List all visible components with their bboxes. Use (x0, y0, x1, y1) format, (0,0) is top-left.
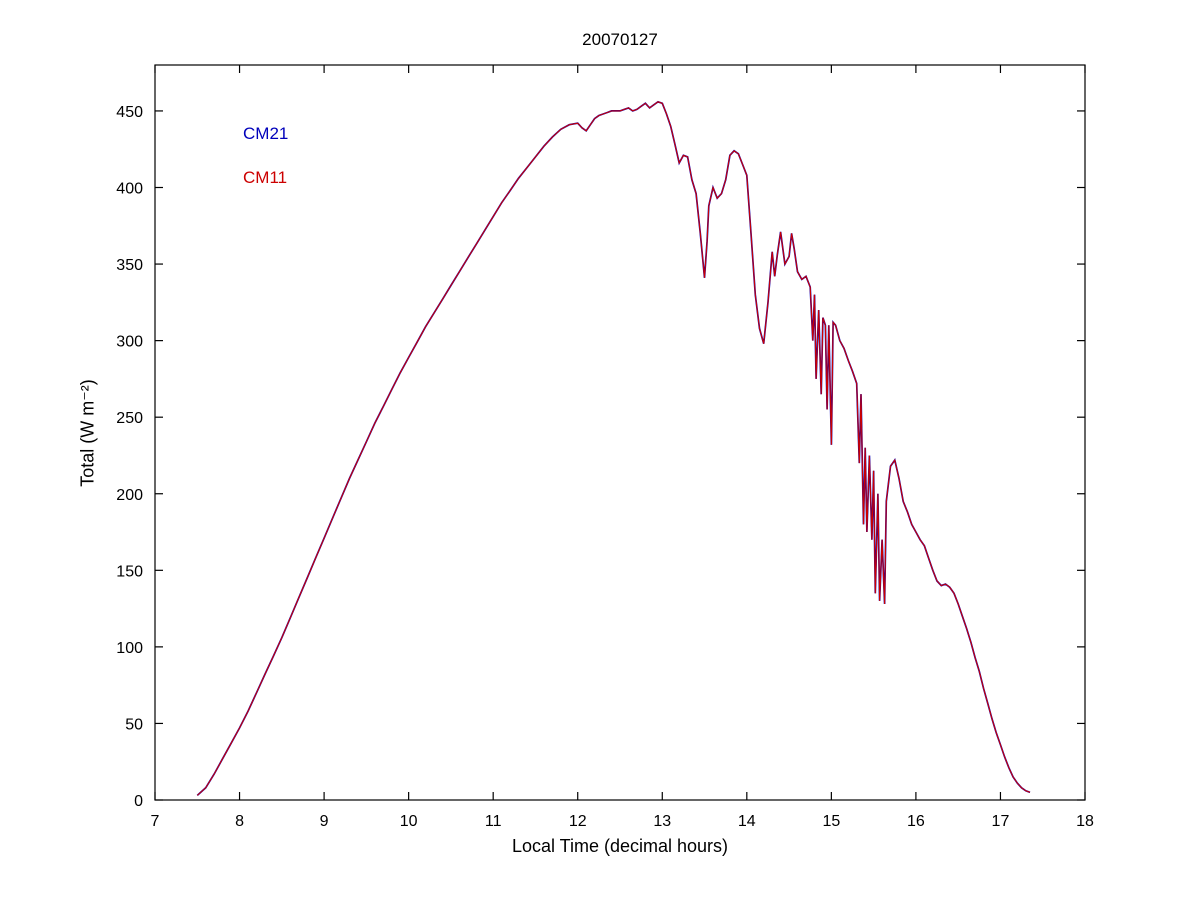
x-tick-label: 8 (235, 813, 244, 830)
y-tick-label: 0 (134, 793, 143, 810)
x-tick-label: 10 (400, 813, 418, 830)
x-tick-label: 13 (653, 813, 671, 830)
axes-box (154, 64, 1086, 801)
x-tick-label: 7 (151, 813, 160, 830)
y-tick-label: 350 (116, 257, 143, 274)
y-tick-label: 150 (116, 563, 143, 580)
y-tick-label: 400 (116, 181, 143, 198)
x-axis-label: Local Time (decimal hours) (511, 836, 729, 856)
y-tick-label: 250 (116, 410, 143, 427)
x-tick-label: 14 (738, 813, 756, 830)
y-tick-label: 50 (125, 716, 143, 733)
x-tick-label: 11 (485, 813, 502, 830)
x-tick-label: 12 (569, 813, 587, 830)
x-tick-label: 9 (320, 813, 329, 830)
x-tick-label: 15 (822, 813, 840, 830)
chart-title: 20070127 (582, 30, 658, 49)
legend-label-cm11: CM11 (243, 168, 288, 187)
x-tick-label: 18 (1076, 813, 1094, 830)
x-tick-label: 16 (907, 813, 925, 830)
y-tick-label: 300 (116, 334, 143, 351)
y-axis-label: Total (W m⁻²) (77, 379, 98, 487)
y-tick-label: 200 (116, 487, 143, 504)
series-line-cm11 (196, 101, 1031, 796)
y-tick-label: 100 (116, 640, 143, 657)
x-tick-label: 17 (992, 813, 1010, 830)
series-line-cm21 (196, 100, 1031, 797)
y-tick-label: 450 (116, 104, 143, 121)
legend-label-cm21: CM21 (243, 124, 289, 143)
